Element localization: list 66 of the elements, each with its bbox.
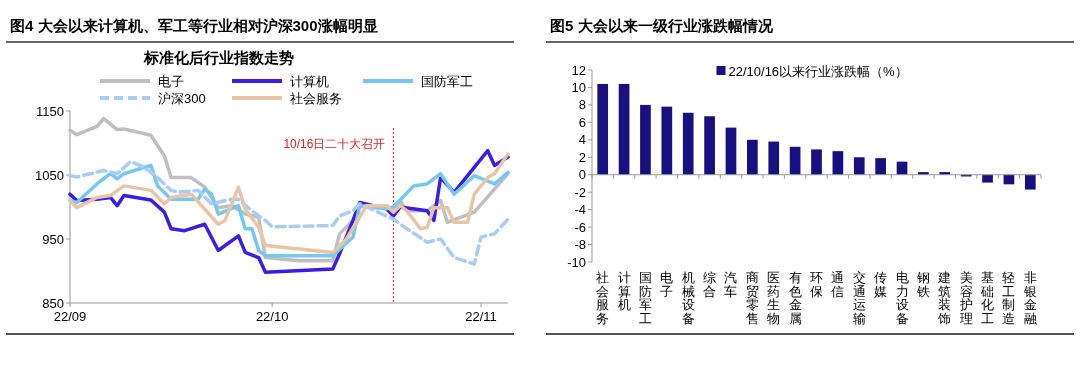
y-tick-label: -10 bbox=[567, 254, 586, 270]
y-tick-label: 1150 bbox=[36, 103, 64, 119]
x-tick-label: 22/10 bbox=[255, 309, 289, 324]
y-tick-label: -2 bbox=[574, 184, 586, 200]
bar bbox=[704, 116, 715, 175]
x-tick-label: 综合 bbox=[703, 270, 717, 299]
x-tick-label: 国防军工 bbox=[638, 270, 652, 326]
y-tick-label: 10 bbox=[571, 79, 586, 95]
y-tick-label: -8 bbox=[574, 237, 586, 253]
bar bbox=[789, 146, 801, 175]
y-tick-label: 12 bbox=[571, 62, 586, 78]
x-tick-label: 汽车 bbox=[724, 270, 738, 299]
x-tick-label: 环保 bbox=[810, 270, 823, 299]
x-tick-label: 有色金属 bbox=[788, 270, 802, 326]
bar bbox=[982, 174, 993, 183]
y-tick-label: 850 bbox=[42, 295, 64, 311]
x-tick-label: 电子 bbox=[660, 270, 674, 299]
x-tick-label: 机械设备 bbox=[681, 270, 695, 326]
ref-line-label: 10/16日二十大召开 bbox=[283, 137, 386, 151]
x-tick-label: 计算机 bbox=[617, 270, 631, 312]
y-tick-label: 2 bbox=[578, 149, 586, 165]
x-tick-label: 美容护理 bbox=[958, 270, 973, 326]
y-tick-label: -4 bbox=[574, 202, 586, 218]
x-tick-label: 22/09 bbox=[53, 309, 87, 324]
legend-label: 国防军工 bbox=[421, 74, 473, 89]
y-tick-label: 1050 bbox=[35, 167, 64, 183]
x-tick-label: 电力设备 bbox=[895, 270, 909, 326]
y-tick-label: -6 bbox=[574, 219, 586, 235]
x-tick-label: 轻工制造 bbox=[1002, 270, 1016, 326]
legend-label: 计算机 bbox=[290, 74, 329, 89]
x-tick-label: 社会服务 bbox=[596, 270, 610, 326]
legend-label: 22/10/16以来行业涨跌幅（%） bbox=[728, 63, 908, 79]
bar bbox=[747, 139, 758, 175]
legend-label: 社会服务 bbox=[290, 91, 342, 106]
bar bbox=[853, 157, 865, 175]
x-tick-label: 钢铁 bbox=[915, 270, 930, 299]
chart-subtitle: 标准化后行业指数走势 bbox=[143, 49, 294, 66]
x-tick-label: 商贸零售 bbox=[745, 270, 759, 326]
bar bbox=[768, 141, 780, 175]
x-tick-label: 医药生物 bbox=[767, 270, 781, 326]
x-tick-label: 基础化工 bbox=[980, 270, 995, 326]
bar bbox=[618, 83, 630, 175]
x-tick-label: 22/11 bbox=[465, 309, 497, 324]
bar bbox=[811, 149, 822, 175]
x-tick-label: 建筑装饰 bbox=[937, 270, 952, 326]
bar bbox=[1024, 174, 1036, 190]
legend-label: 沪深300 bbox=[158, 91, 206, 106]
bar bbox=[875, 158, 886, 175]
x-tick-label: 交通运输 bbox=[852, 270, 866, 326]
chart-title: 图4 大会以来计算机、军工等行业相对沪深300涨幅明显 bbox=[10, 17, 378, 34]
y-tick-label: 6 bbox=[578, 114, 586, 130]
chart-title: 图5 大会以来一级行业涨跌幅情况 bbox=[550, 17, 774, 34]
y-tick-label: 4 bbox=[578, 132, 586, 148]
bar bbox=[832, 151, 844, 175]
y-tick-label: 950 bbox=[42, 231, 64, 247]
y-tick-label: 8 bbox=[578, 97, 586, 113]
x-tick-label: 通信 bbox=[831, 270, 845, 299]
bar bbox=[640, 104, 651, 175]
bar bbox=[597, 83, 609, 175]
bar bbox=[725, 127, 737, 175]
x-tick-label: 非银金融 bbox=[1022, 270, 1037, 326]
x-tick-label: 传媒 bbox=[874, 270, 888, 299]
legend-label: 电子 bbox=[158, 74, 184, 89]
bar bbox=[682, 112, 694, 175]
y-tick-label: 0 bbox=[578, 167, 586, 183]
bar bbox=[661, 106, 673, 175]
